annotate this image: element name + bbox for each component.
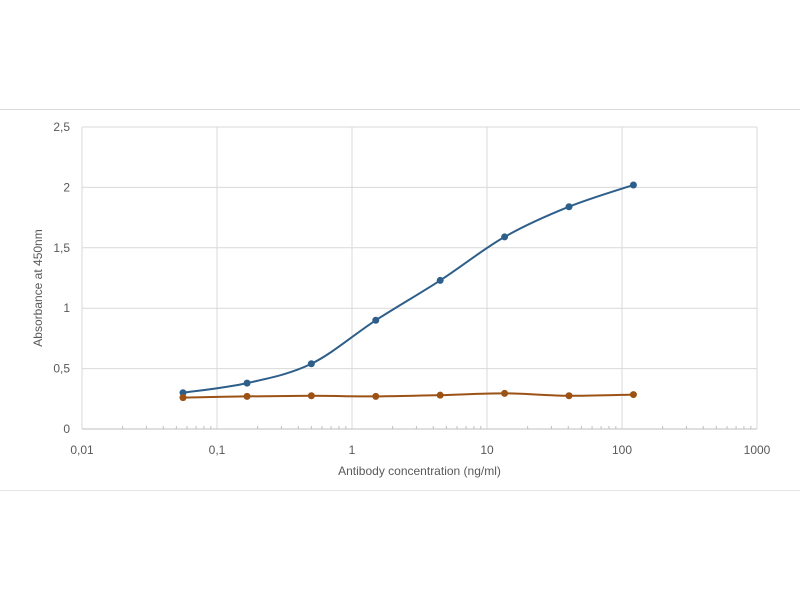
x-tick-label: 10 bbox=[480, 443, 494, 457]
series-2-point bbox=[565, 392, 573, 400]
y-tick-label: 1,5 bbox=[53, 241, 70, 255]
series-2-point bbox=[179, 394, 187, 402]
series-2-point bbox=[436, 391, 444, 399]
x-tick-label: 1000 bbox=[744, 443, 771, 457]
y-tick-label: 2,5 bbox=[53, 120, 70, 134]
series-1-point bbox=[243, 379, 251, 387]
absorbance-chart: 0 0,5 1 1,5 2 2,5 0,01 0,1 1 10 100 1000 Antibody c… bbox=[31, 120, 771, 478]
series-1-point bbox=[501, 233, 509, 241]
series-1-point bbox=[565, 203, 573, 211]
y-tick-label: 0,5 bbox=[53, 362, 70, 376]
series-1-point bbox=[629, 181, 637, 189]
series-1-point bbox=[307, 360, 315, 368]
gridlines bbox=[81, 126, 758, 429]
series-1-line bbox=[182, 184, 634, 394]
tick-labels: 0 0,5 1 1,5 2 2,5 0,01 0,1 1 10 100 1000 bbox=[53, 120, 770, 457]
y-tick-label: 2 bbox=[63, 180, 70, 194]
series-1-point bbox=[179, 389, 187, 397]
series-2-line bbox=[182, 392, 634, 399]
data-series bbox=[179, 181, 637, 402]
series-1-point bbox=[436, 276, 444, 284]
y-tick-label: 1 bbox=[63, 301, 70, 315]
y-tick-label: 0 bbox=[63, 422, 70, 436]
series-2-point bbox=[307, 392, 315, 400]
series-2-point bbox=[501, 389, 509, 397]
x-tick-label: 0,1 bbox=[209, 443, 226, 457]
x-tick-label: 100 bbox=[612, 443, 632, 457]
x-axis-title: Antibody concentration (ng/ml) bbox=[338, 464, 501, 478]
series-2-point bbox=[372, 392, 380, 400]
series-1-point bbox=[372, 316, 380, 324]
series-2-point bbox=[629, 391, 637, 399]
series-2-point bbox=[243, 392, 251, 400]
x-tick-label: 0,01 bbox=[70, 443, 94, 457]
x-tick-label: 1 bbox=[349, 443, 356, 457]
chart-frame: 0 0,5 1 1,5 2 2,5 0,01 0,1 1 10 100 1000 Antibody c… bbox=[0, 109, 800, 491]
y-axis-title: Absorbance at 450nm bbox=[31, 229, 45, 346]
